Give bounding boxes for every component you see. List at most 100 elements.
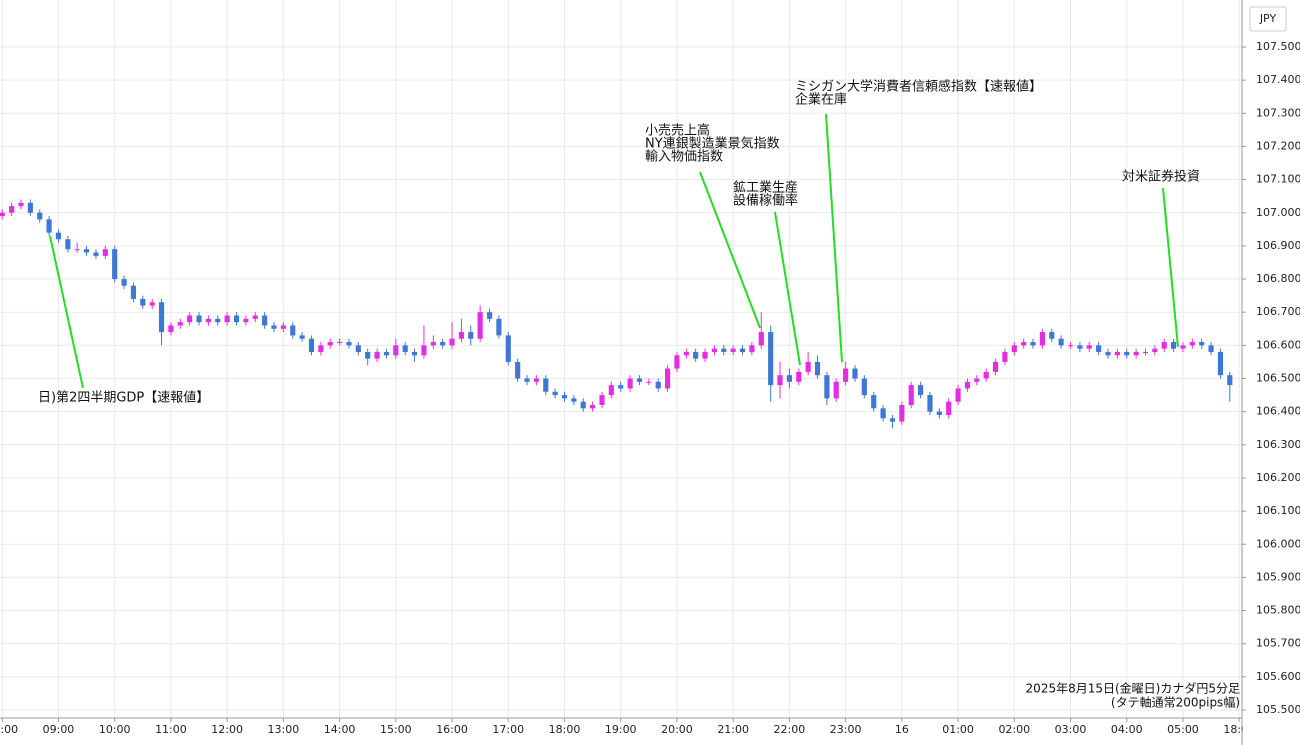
- candle-body: [1208, 345, 1214, 352]
- candle-body: [843, 368, 849, 382]
- candle-body: [496, 318, 502, 336]
- candle-body: [337, 342, 343, 344]
- candle-body: [477, 312, 483, 339]
- annotation-text: 対米証券投資: [1122, 169, 1200, 185]
- candle-body: [1058, 338, 1064, 346]
- candle-body: [992, 361, 999, 372]
- x-tick-label: 16:00: [436, 723, 468, 736]
- x-tick-label: 01:00: [942, 723, 974, 736]
- candle-body: [262, 315, 268, 326]
- candle-body: [721, 348, 727, 352]
- x-tick-label: 14:00: [324, 723, 356, 736]
- candle-body: [1142, 351, 1149, 353]
- candle-body: [346, 342, 352, 346]
- candle-body: [946, 401, 952, 415]
- candle-body: [121, 279, 127, 286]
- annotation-text: 日)第2四半期GDP【速報値】: [38, 390, 209, 406]
- candle-body: [18, 202, 24, 207]
- annotation-text: NY連銀製造業景気指数: [645, 136, 780, 152]
- candle-body: [796, 371, 802, 382]
- candle-body: [233, 315, 240, 323]
- y-tick-label: 106.900: [1256, 239, 1300, 252]
- candle-body: [196, 315, 202, 323]
- candle-body: [636, 378, 643, 382]
- x-tick-label: 08:00: [0, 723, 18, 736]
- candle-body: [187, 315, 193, 323]
- x-tick-label: 03:00: [1055, 723, 1087, 736]
- candle-body: [1189, 342, 1195, 346]
- annotation-pointer: [699, 171, 761, 329]
- candle-body: [880, 408, 886, 419]
- candle-body: [580, 401, 586, 409]
- candle-body: [140, 298, 146, 306]
- candle-body: [683, 351, 689, 356]
- candle-body: [1021, 342, 1027, 346]
- candle-body: [543, 378, 549, 392]
- annotation-pointer: [774, 211, 801, 366]
- candle-body: [964, 381, 971, 389]
- candle-body: [1114, 351, 1120, 356]
- candle-body: [411, 351, 418, 356]
- candle-body: [46, 219, 52, 233]
- candle-body: [1217, 351, 1224, 376]
- candle-body: [224, 315, 230, 323]
- candle-body: [936, 411, 942, 415]
- candle-body: [102, 249, 108, 256]
- candle-body: [158, 302, 165, 333]
- candle-body: [693, 351, 699, 359]
- chart-note: 2025年8月15日(金曜日)カナダ円5分足: [1026, 681, 1240, 696]
- candle-body: [1133, 351, 1139, 356]
- candle-body: [84, 249, 90, 253]
- candle-body: [505, 335, 511, 362]
- candle-body: [786, 375, 792, 382]
- candle-body: [402, 345, 408, 352]
- candle-body: [318, 345, 324, 352]
- candle-body: [805, 361, 811, 372]
- candle-body: [515, 361, 521, 379]
- candle-body: [308, 338, 315, 352]
- candle-body: [365, 351, 371, 359]
- candle-body: [824, 375, 830, 399]
- x-tick-label: 10:00: [99, 723, 131, 736]
- y-tick-label: 106.100: [1256, 504, 1300, 517]
- candle-body: [1030, 342, 1036, 346]
- x-tick-label: 05:00: [1167, 723, 1199, 736]
- x-tick-label: 21:00: [717, 723, 749, 736]
- y-tick-label: 105.600: [1256, 670, 1300, 683]
- candle-body: [711, 348, 718, 352]
- annotation-text: 企業在庫: [795, 92, 847, 108]
- candle-body: [1199, 342, 1205, 346]
- candle-body: [974, 378, 980, 382]
- candle-body: [533, 378, 539, 382]
- candle-body: [1152, 348, 1158, 352]
- price-axis: JPY 105.500 105.600 105.700 105.800 105.900 10…: [1241, 0, 1300, 745]
- annotation-text: 設備稼働率: [733, 193, 798, 209]
- candle-body: [1105, 351, 1111, 356]
- candle-body: [393, 345, 399, 356]
- candle-body: [908, 385, 914, 406]
- currency-label: JPY: [1259, 12, 1277, 25]
- candle-body: [74, 249, 80, 251]
- candle-body: [599, 395, 605, 406]
- candle-body: [177, 322, 183, 326]
- grid: [0, 0, 1242, 718]
- candle-body: [55, 232, 62, 240]
- candle-body: [1124, 351, 1130, 356]
- candle-body: [871, 395, 877, 409]
- y-tick-label: 106.800: [1256, 272, 1300, 285]
- price-panel-corner: [1242, 719, 1300, 745]
- annotations: 日)第2四半期GDP【速報値】 小売売上高NY連銀製造業景気指数輸入物価指数鉱工業…: [38, 79, 1240, 710]
- candle-body: [421, 345, 427, 356]
- candle-body: [758, 332, 764, 346]
- y-tick-label: 106.300: [1256, 438, 1300, 451]
- candle-body: [149, 302, 155, 306]
- candle-body: [1170, 342, 1177, 349]
- x-tick-label: 16: [895, 723, 909, 736]
- candle-body: [1067, 345, 1074, 347]
- candle-body: [1011, 345, 1017, 352]
- candle-body: [468, 332, 474, 339]
- y-tick-label: 105.700: [1256, 637, 1300, 650]
- candle-body: [355, 345, 361, 352]
- annotation-text: 小売売上高: [645, 123, 710, 139]
- annotation-pointer: [1162, 187, 1179, 348]
